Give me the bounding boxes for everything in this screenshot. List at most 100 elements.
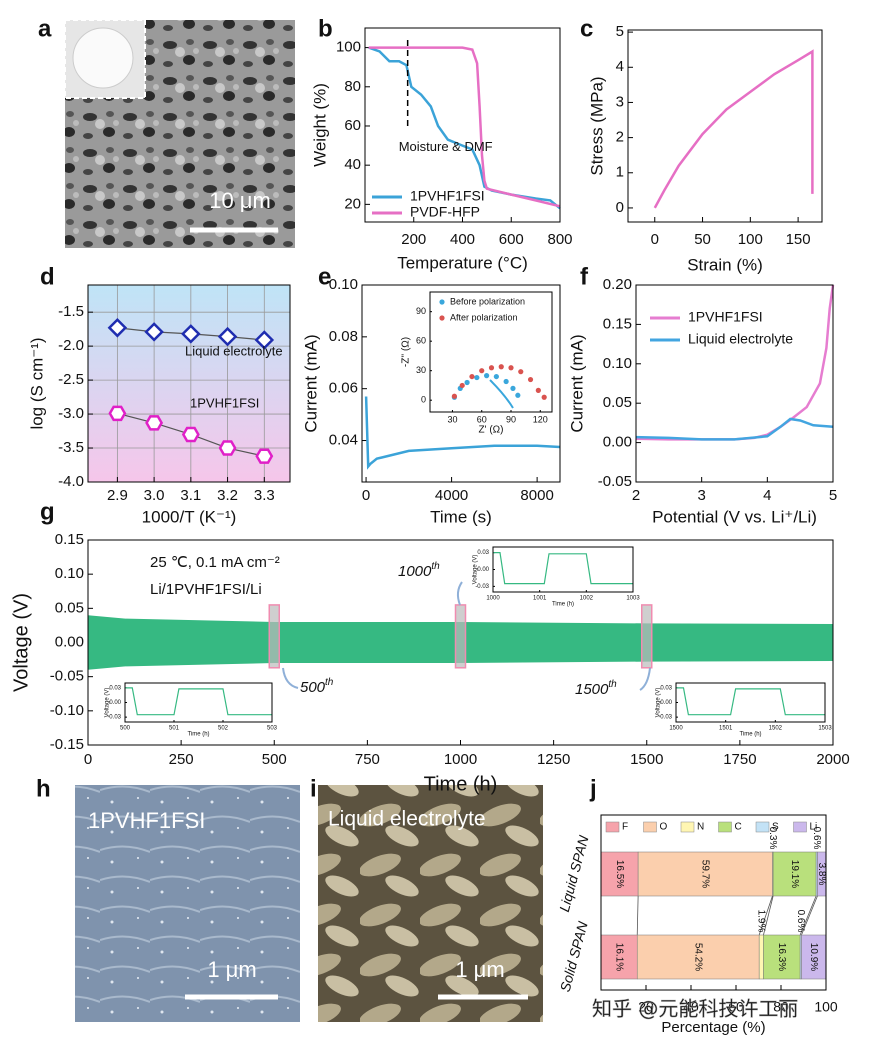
y-axis-title: Stress (MPa) [587, 76, 606, 175]
annotation: Moisture & DMF [399, 139, 493, 154]
panel-label: h [36, 775, 51, 802]
milestone-label: 500th [300, 677, 334, 696]
x-tick-label: 3.0 [144, 487, 165, 504]
data-line [635, 417, 834, 441]
marker [535, 387, 541, 393]
x-axis-title: Time (h) [739, 732, 761, 738]
y-axis-title: log (S cm⁻¹) [27, 337, 46, 429]
callout-arrow [282, 667, 299, 689]
legend-swatch [718, 821, 732, 833]
plot-frame [675, 682, 826, 723]
y-tick-label: 20 [344, 195, 361, 212]
sem-panel-a: 10 μm a [38, 15, 295, 248]
plot-frame [87, 284, 291, 483]
y-axis-title: -Z'' (Ω) [401, 337, 412, 367]
x-axis-title: Temperature (°C) [397, 253, 528, 272]
milestone-number: 1000 [398, 563, 432, 580]
plot-frame [635, 284, 834, 483]
x-tick-label: 3.1 [180, 487, 201, 504]
data-line [676, 687, 825, 716]
value-label: 16.1% [613, 943, 624, 971]
legend-label: C [735, 822, 742, 833]
panel-label: i [310, 775, 317, 802]
data-line [653, 49, 814, 209]
x-tick-label: 100 [814, 999, 838, 1015]
value-label: 59.7% [700, 860, 711, 888]
y-tick-label: 30 [416, 365, 426, 375]
x-tick-label: 60 [477, 414, 487, 424]
y-tick-label: -0.03 [475, 584, 489, 590]
marker [181, 426, 200, 443]
x-tick-label: 200 [401, 231, 426, 248]
panel-label: e [318, 263, 331, 290]
value-label: 19.1% [789, 860, 800, 888]
y-tick-label: 0.10 [329, 276, 358, 293]
x-tick-label: 4000 [435, 487, 468, 504]
x-axis-title: Percentage (%) [661, 1019, 765, 1036]
legend-label: 1PVHF1FSI [190, 395, 259, 410]
y-tick-label: 0 [421, 395, 426, 405]
value-label: 1.9% [756, 910, 767, 933]
y-tick-label: -4.0 [58, 473, 84, 490]
marker [145, 415, 164, 431]
callout-arrow [456, 581, 463, 606]
x-tick-label: 502 [218, 726, 229, 732]
category-label: Solid SPAN [557, 919, 591, 994]
plot-frame [361, 284, 561, 483]
marker [254, 330, 275, 350]
milestone-label: 1500th [575, 679, 617, 698]
boundary-link [799, 895, 817, 936]
boundary-link [801, 895, 818, 936]
x-tick-label: 800 [547, 231, 572, 248]
data-line [368, 46, 561, 208]
marker [144, 322, 164, 342]
y-tick-label: -1.5 [58, 303, 84, 320]
boundary-link [763, 895, 774, 936]
value-label: 54.2% [693, 943, 704, 971]
panel-label: c [580, 15, 593, 42]
marker [108, 405, 127, 422]
marker [498, 364, 504, 370]
marker [503, 378, 509, 385]
milestone-number: 500 [300, 679, 326, 696]
x-axis-title: Time (h) [424, 773, 498, 795]
milestone-suffix: th [325, 677, 334, 688]
value-label: 0.6% [795, 910, 806, 933]
x-tick-label: 250 [169, 751, 194, 768]
x-tick-label: 3 [697, 487, 705, 504]
value-label: 16.5% [614, 860, 625, 888]
legend-label: F [622, 822, 628, 833]
y-axis-title: Voltage (V) [10, 593, 32, 692]
x-tick-label: 0 [362, 487, 370, 504]
x-tick-label: 8000 [520, 487, 553, 504]
plot-frame [364, 27, 561, 223]
y-tick-label: -2.0 [58, 337, 84, 354]
y-tick-label: 0.20 [603, 276, 632, 293]
y-tick-label: 0.15 [55, 531, 84, 548]
x-tick-label: 90 [506, 414, 516, 424]
marker [488, 365, 495, 371]
sem-image [318, 785, 543, 1022]
y-tick-label: 0.00 [109, 700, 121, 706]
y-tick-label: 0.00 [55, 633, 84, 650]
boundary-link [636, 895, 639, 936]
x-tick-label: 1501 [719, 726, 733, 732]
data-line [493, 552, 633, 585]
watermark: 知乎 @元能科技许工丽 [592, 997, 798, 1021]
bar-segment [758, 934, 764, 980]
bar-segment [600, 851, 639, 897]
y-axis-title: Voltage (V) [105, 688, 111, 718]
x-tick-label: 750 [355, 751, 380, 768]
sem-panel-i: Liquid electrolyte 1 μm i [310, 775, 543, 1022]
x-axis-title: 1000/T (K⁻¹) [142, 507, 237, 526]
value-label: 0.6% [811, 827, 822, 850]
x-axis-title: Time (s) [430, 507, 492, 526]
y-tick-label: -3.5 [58, 439, 84, 456]
marker [107, 318, 128, 338]
image-caption: Liquid electrolyte [328, 808, 486, 831]
x-tick-label: 1500 [630, 751, 663, 768]
x-tick-label: 2000 [816, 751, 849, 768]
y-tick-label: 0.05 [55, 599, 84, 616]
legend-label: After polarization [450, 312, 518, 322]
